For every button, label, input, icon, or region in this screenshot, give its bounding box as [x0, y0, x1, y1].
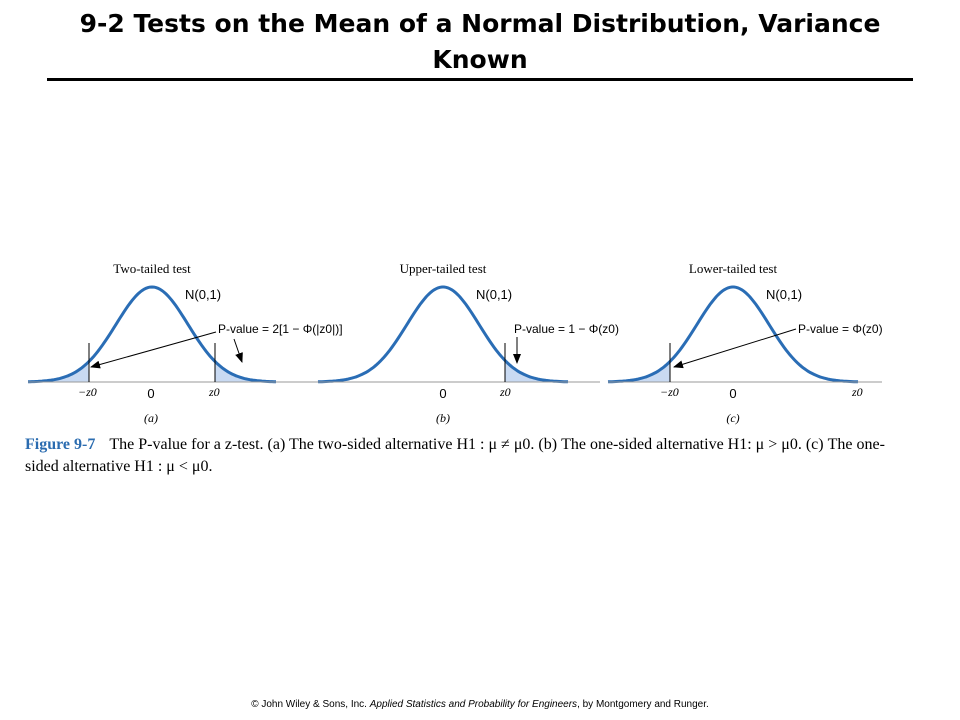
right-tail-shade — [215, 361, 276, 382]
tick-label: −z0 — [78, 385, 97, 399]
panel-title: Upper-tailed test — [400, 261, 487, 276]
footer-authors: , by Montgomery and Runger. — [577, 699, 709, 710]
title-divider — [47, 78, 913, 81]
distribution-label: N(0,1) — [476, 287, 512, 302]
panel-sublabel: (c) — [726, 411, 739, 425]
footer-citation: © John Wiley & Sons, Inc. Applied Statis… — [0, 699, 960, 710]
tick-label: z0 — [851, 385, 863, 399]
tick-label: z0 — [208, 385, 220, 399]
panel-sublabel: (b) — [436, 411, 450, 425]
left-tail-shade — [608, 361, 670, 382]
normal-curve — [28, 285, 276, 384]
pointer-arrow — [90, 331, 217, 369]
figure-9-7: Two-tailed test N(0,1) P-value = 2[1 − Φ… — [28, 261, 883, 425]
tick-label: 0 — [439, 386, 446, 401]
right-tail-shade — [505, 360, 568, 382]
footer-copyright: © John Wiley & Sons, Inc. — [251, 699, 367, 710]
panel-upper-tailed: Upper-tailed test N(0,1) P-value = 1 − Φ… — [317, 261, 619, 425]
pvalue-label: P-value = 1 − Φ(z0) — [514, 322, 619, 336]
pointer-arrow — [233, 338, 243, 363]
tick-label: 0 — [147, 386, 154, 401]
tick-label: 0 — [729, 386, 736, 401]
panel-title: Two-tailed test — [113, 261, 191, 276]
panel-title: Lower-tailed test — [689, 261, 778, 276]
panel-sublabel: (a) — [144, 411, 158, 425]
normal-curve — [317, 285, 569, 384]
tick-label: z0 — [499, 385, 511, 399]
caption-text: The P-value for a z-test. (a) The two-si… — [25, 436, 885, 475]
panel-lower-tailed: Lower-tailed test N(0,1) P-value = Φ(z0)… — [607, 261, 883, 425]
distribution-label: N(0,1) — [766, 287, 802, 302]
caption-label: Figure 9-7 — [25, 436, 96, 453]
normal-curve — [607, 285, 859, 384]
left-tail-shade — [28, 362, 89, 382]
slide-title: 9-2 Tests on the Mean of a Normal Distri… — [79, 9, 881, 74]
footer-book-title: Applied Statistics and Probability for E… — [369, 699, 578, 710]
distribution-label: N(0,1) — [185, 287, 221, 302]
pvalue-label: P-value = Φ(z0) — [798, 322, 883, 336]
pointer-arrow — [673, 328, 797, 369]
panel-two-tailed: Two-tailed test N(0,1) P-value = 2[1 − Φ… — [28, 261, 343, 425]
tick-label: −z0 — [660, 385, 679, 399]
pvalue-label: P-value = 2[1 − Φ(|z0|)] — [218, 322, 343, 336]
figure-caption: Figure 9-7 The P-value for a z-test. (a) … — [25, 434, 905, 478]
